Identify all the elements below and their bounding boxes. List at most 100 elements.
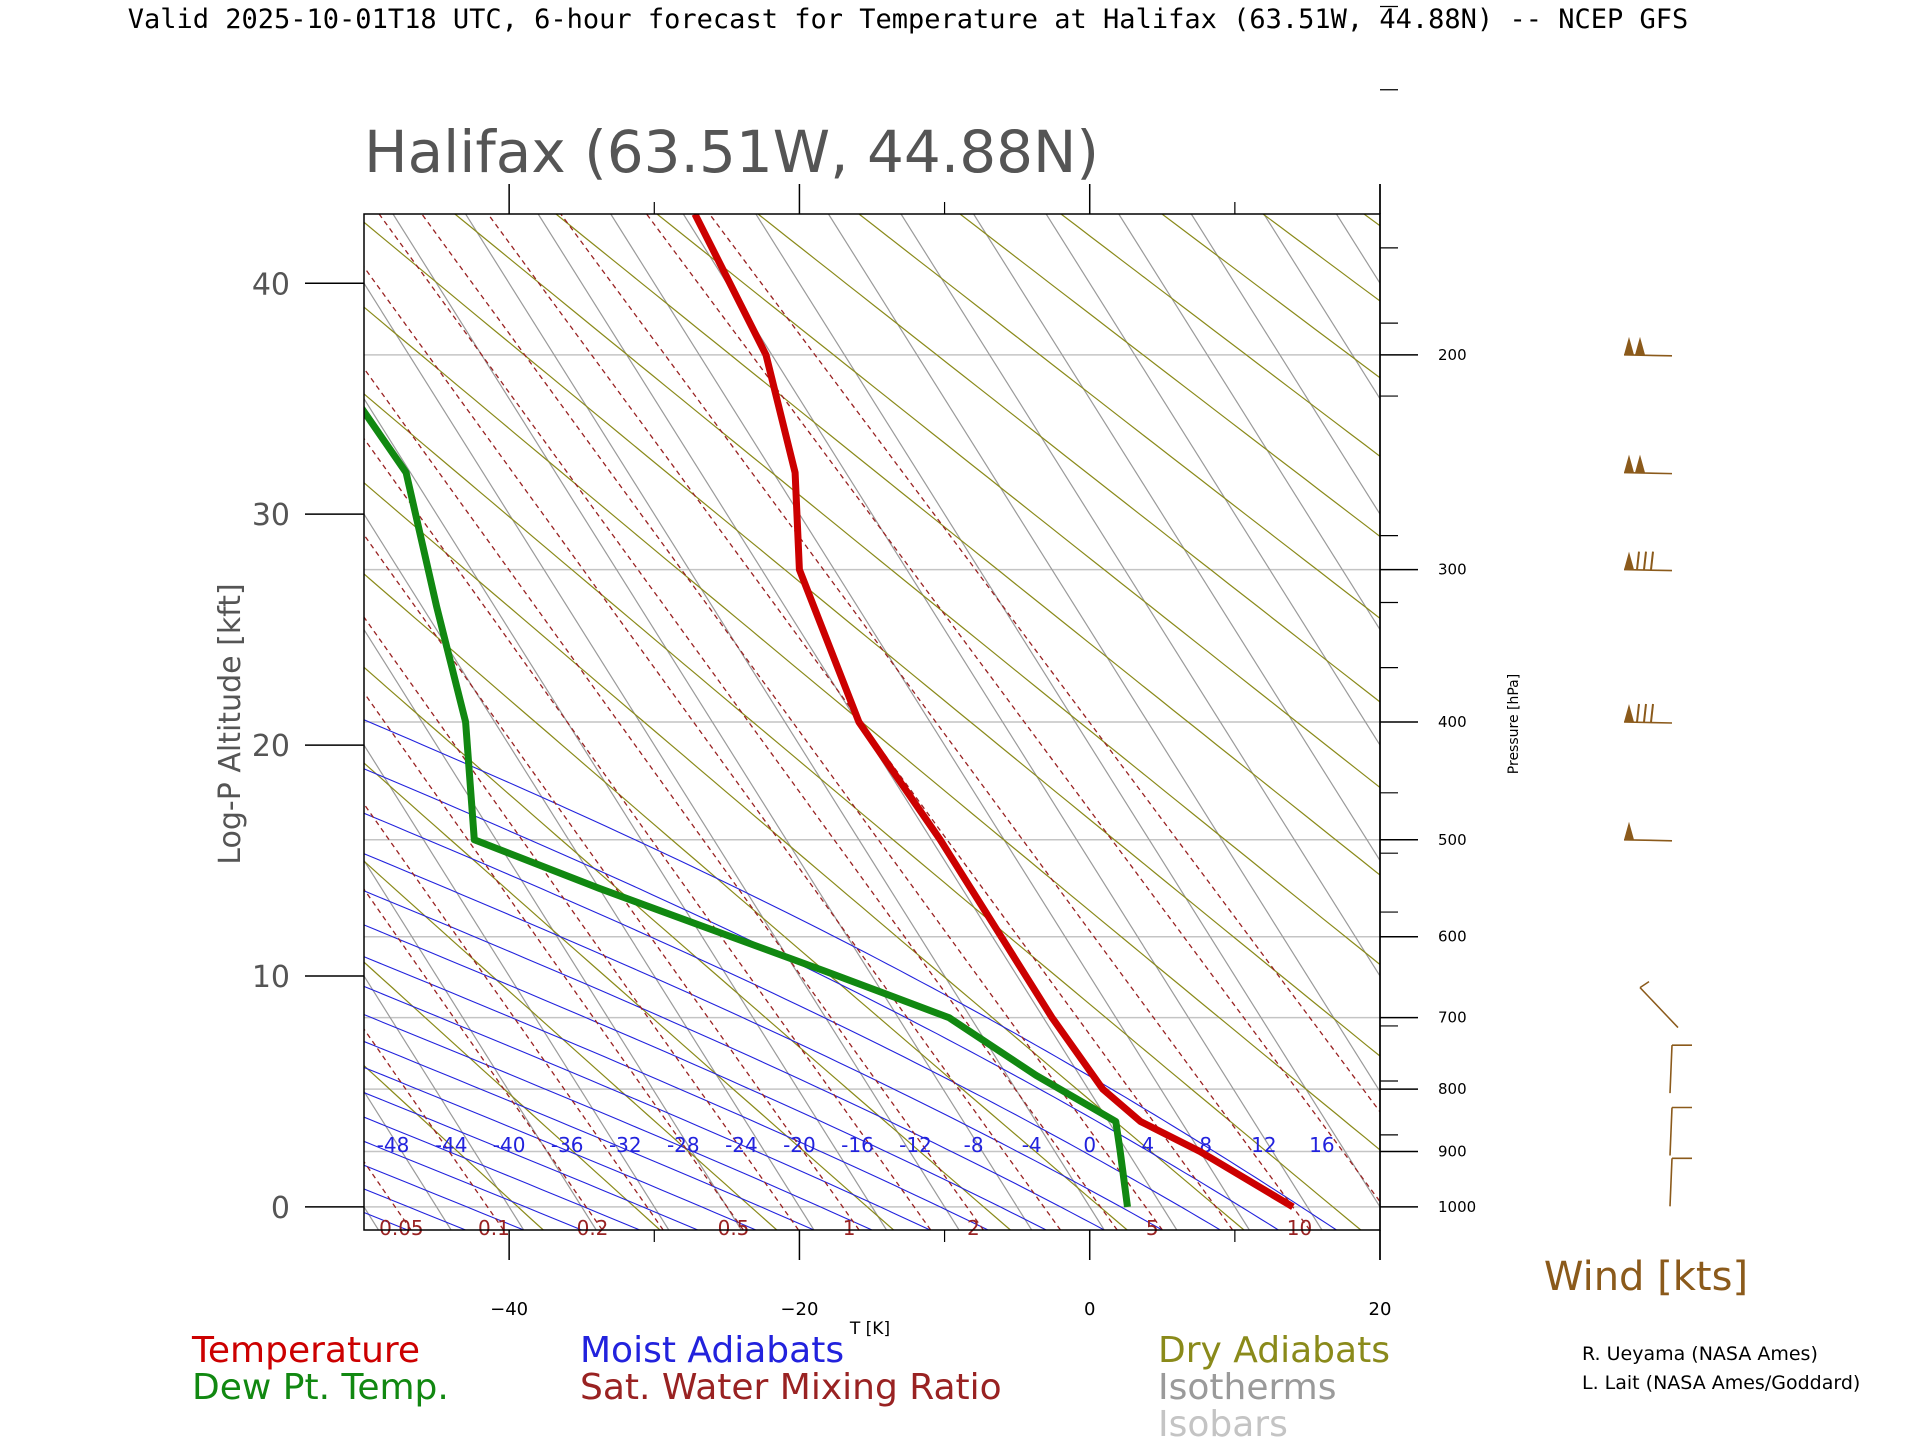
dry-adiabat-line	[364, 573, 1128, 1230]
wind-barb	[1669, 1044, 1692, 1094]
x-tick-label: −40	[490, 1299, 528, 1320]
dry-adiabat-line	[364, 961, 661, 1230]
mixing-ratio-line	[378, 214, 1118, 1230]
wind-barb-feather	[1636, 551, 1640, 570]
isotherm-line	[364, 628, 742, 1230]
moist-adiabat-line	[364, 1013, 873, 1230]
wind-barb-feather	[1643, 703, 1647, 723]
pressure-tick-label: 200	[1438, 346, 1467, 364]
x-axis-label: T [K]	[849, 1319, 890, 1339]
mixing-ratio-line	[364, 691, 744, 1230]
dry-adiabat-line	[1465, 214, 1920, 1230]
mixing-ratio-line	[708, 214, 1380, 1113]
mixing-ratio-line	[364, 266, 1062, 1230]
y-tick-label: 30	[252, 498, 290, 533]
pressure-tick-label: 500	[1438, 831, 1467, 849]
wind-barb	[1623, 336, 1673, 357]
moist-adiabat-label: -44	[435, 1133, 468, 1157]
isotherm-line	[827, 214, 1380, 1093]
moist-adiabat-label: -32	[609, 1133, 642, 1157]
isotherm-lines	[0, 214, 1380, 1230]
moist-adiabat-label: -36	[551, 1133, 584, 1157]
moist-adiabat-label: -4	[1022, 1133, 1042, 1157]
pressure-tick-label: 300	[1438, 561, 1467, 579]
mixing-ratio-line	[364, 616, 800, 1230]
isotherm-line	[1045, 214, 1380, 747]
wind-barb-staff	[1669, 1045, 1673, 1094]
wind-barb	[1623, 703, 1673, 724]
y-tick-label: 20	[252, 729, 290, 764]
temperature-line	[691, 214, 1295, 1210]
isotherm-line	[973, 214, 1380, 862]
wind-barb-flag	[1624, 336, 1634, 355]
moist-adiabat-label: -48	[377, 1133, 410, 1157]
mixing-ratio-label: 10	[1287, 1216, 1312, 1240]
dry-adiabat-lines	[364, 214, 1920, 1230]
wind-label: Wind [kts]	[1544, 1254, 1748, 1300]
wind-barb-staff	[1623, 838, 1673, 842]
dry-adiabat-line	[364, 860, 778, 1230]
isotherm-line	[1118, 214, 1380, 631]
legend-dewpoint: Dew Pt. Temp.	[192, 1367, 449, 1408]
x-tick-label: 0	[1084, 1299, 1095, 1320]
isotherm-line	[0, 214, 161, 1230]
wind-barb	[1623, 821, 1673, 842]
mixing-ratio-label: 0.05	[379, 1216, 424, 1240]
chart-title: Halifax (63.51W, 44.88N)	[364, 118, 1099, 186]
wind-barb-staff	[1623, 471, 1673, 475]
moist-adiabat-line	[364, 924, 1047, 1230]
series-layer	[364, 214, 1295, 1210]
isotherm-line	[1263, 214, 1380, 400]
mixing-ratio-lines	[0, 214, 1380, 1230]
moist-adiabat-label: -40	[493, 1133, 526, 1157]
dry-adiabat-line	[364, 221, 1380, 1057]
wind-barb-staff	[1669, 1107, 1673, 1156]
moist-adiabat-label: -20	[783, 1133, 816, 1157]
dry-adiabat-line	[555, 214, 1380, 876]
pressure-tick-label: 700	[1438, 1009, 1467, 1027]
isotherm-line	[0, 214, 233, 1230]
isotherm-line	[755, 214, 1380, 1209]
x-tick-label: −20	[780, 1299, 818, 1320]
pressure-tick-label: 600	[1438, 928, 1467, 946]
wind-barb-feather	[1650, 703, 1654, 723]
moist-adiabat-label: 4	[1141, 1133, 1154, 1157]
isotherm-line	[1190, 214, 1380, 516]
mixing-ratio-label: 2	[967, 1216, 980, 1240]
grid-line-labels: -48 -44 -40 -36 -32 -28 -24 -20 -16 -12 -8 -4 0 4 8 12 1…	[377, 1133, 1335, 1240]
dry-adiabat-line	[858, 214, 1380, 620]
wind-barb-flag	[1624, 821, 1634, 840]
wind-barbs	[1623, 336, 1692, 1207]
moist-adiabat-line	[364, 719, 1337, 1230]
isotherm-line	[0, 214, 16, 1230]
wind-barb-flag	[1624, 551, 1634, 570]
wind-barb-feather	[1643, 551, 1647, 570]
header-title: Valid 2025-10-01T18 UTC, 6-hour forecast…	[128, 4, 1689, 35]
dry-adiabat-line	[757, 214, 1380, 703]
pressure-tick-label: 900	[1438, 1142, 1467, 1160]
mixing-ratio-line	[560, 214, 1311, 1230]
dry-adiabat-line	[959, 214, 1380, 538]
moist-adiabat-label: 0	[1083, 1133, 1096, 1157]
wind-barb-flag	[1624, 704, 1634, 722]
wind-barb-flag	[1635, 336, 1645, 355]
wind-barb-feather	[1650, 551, 1654, 570]
moist-adiabat-label: -8	[964, 1133, 984, 1157]
isotherm-line	[0, 214, 306, 1230]
pressure-tick-label: 800	[1438, 1080, 1467, 1098]
mixing-ratio-line	[421, 214, 1163, 1230]
dry-adiabat-line	[454, 214, 1380, 966]
dry-adiabat-line	[656, 214, 1380, 789]
mixing-ratio-label: 0.1	[478, 1216, 510, 1240]
isotherm-line	[682, 214, 1323, 1230]
moist-adiabat-line	[364, 956, 989, 1230]
wind-barb-staff	[1639, 987, 1679, 1029]
mixing-ratio-label: 0.5	[718, 1216, 750, 1240]
legend-temperature: Temperature	[192, 1330, 421, 1371]
dry-adiabat-line	[1060, 214, 1380, 458]
legend-dry-adiabats: Dry Adiabats	[1158, 1330, 1390, 1371]
mixing-ratio-line	[0, 214, 297, 1230]
legend-isobars: Isobars	[1158, 1404, 1288, 1445]
